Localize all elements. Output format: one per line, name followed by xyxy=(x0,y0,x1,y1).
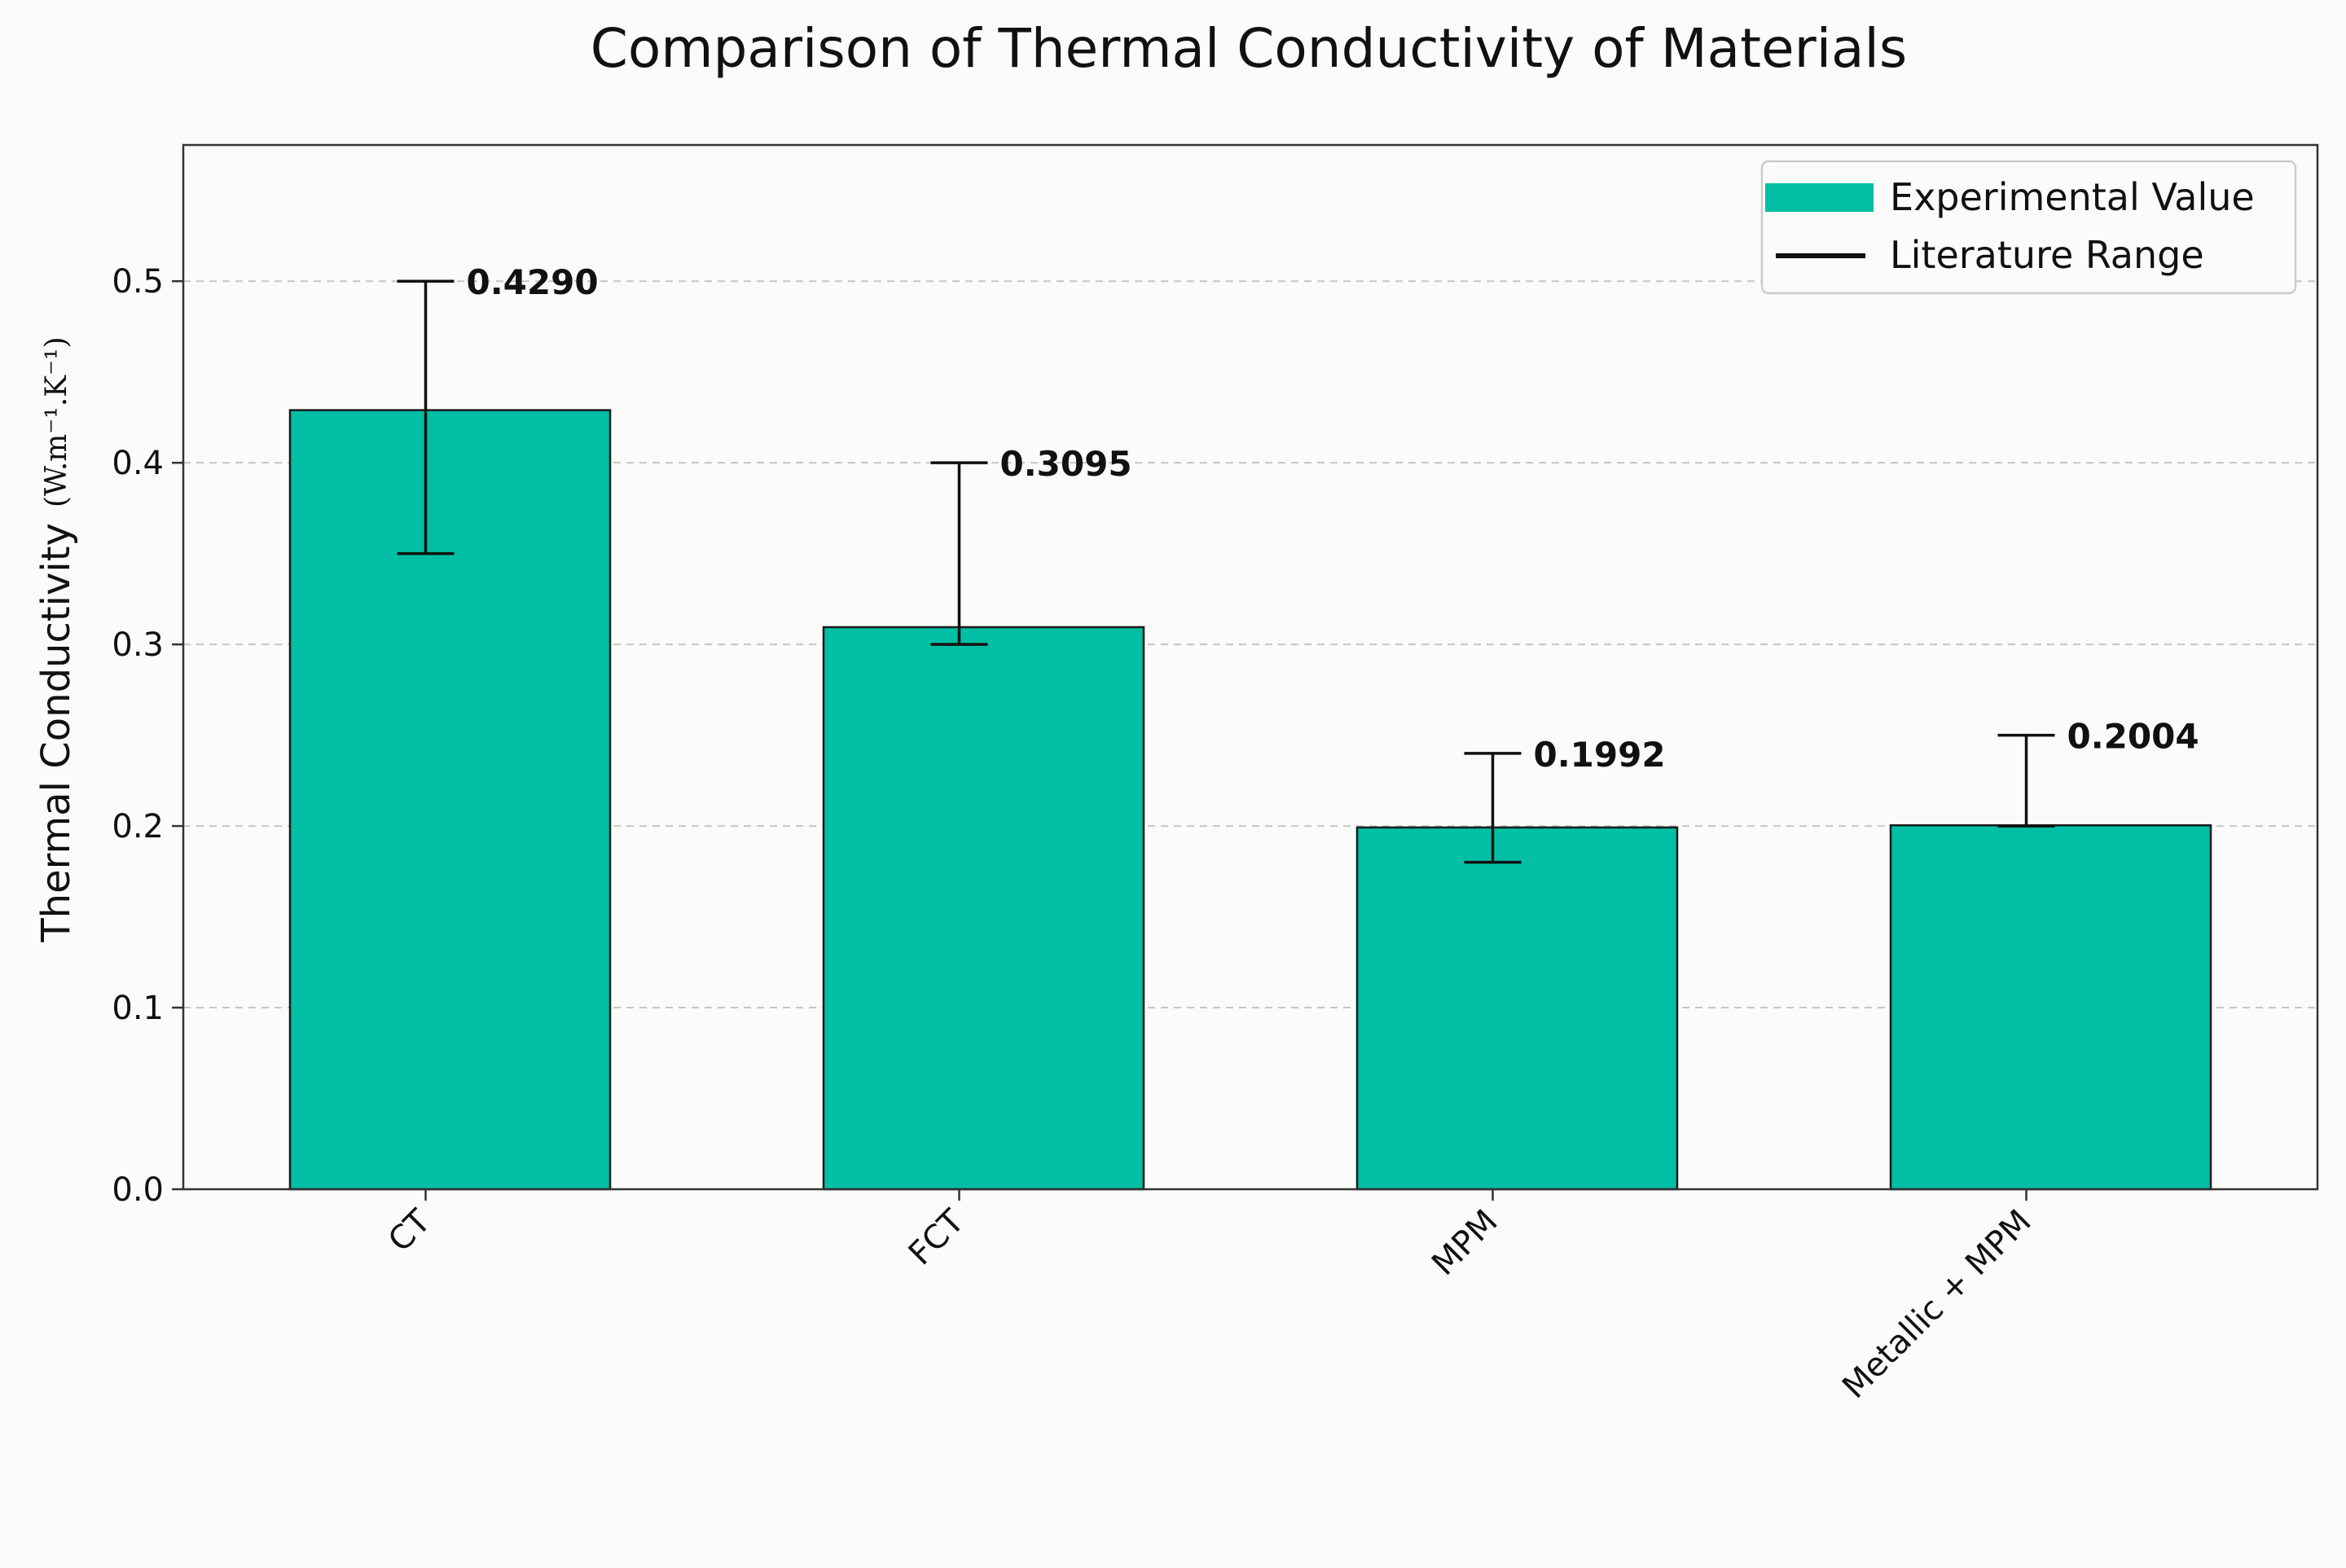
legend-box xyxy=(1760,160,2297,295)
chart-title: Comparison of Thermal Conductivity of Ma… xyxy=(591,17,1907,80)
errorbar-layer xyxy=(397,279,2055,864)
y-tick-label: 0.4 xyxy=(112,445,164,482)
y-tick-label: 0.5 xyxy=(112,263,164,301)
bar xyxy=(822,626,1145,1191)
y-tick-label: 0.2 xyxy=(112,808,164,845)
y-tick-label: 0.0 xyxy=(112,1171,164,1209)
legend-label-literature: Literature Range xyxy=(1890,233,2204,277)
bars-layer xyxy=(288,409,2212,1191)
y-tick-label: 0.3 xyxy=(112,626,164,664)
legend-swatch-experimental xyxy=(1765,183,1874,212)
y-axis-label-text: Thermal Conductivity xyxy=(33,523,79,943)
y-axis: 0.0 0.1 0.2 0.3 0.4 0.5 xyxy=(112,263,183,1209)
value-label: 0.3095 xyxy=(1000,444,1132,484)
value-label: 0.4290 xyxy=(467,262,599,302)
value-label: 0.1992 xyxy=(1534,735,1666,775)
plot-frame xyxy=(182,143,2319,1191)
y-axis-label: Thermal Conductivity (W.m⁻¹.K⁻¹) xyxy=(33,336,79,942)
bar xyxy=(1355,826,1679,1191)
legend-label-experimental: Experimental Value xyxy=(1890,175,2255,219)
value-label: 0.2004 xyxy=(2067,717,2199,757)
y-tick-label: 0.1 xyxy=(112,990,164,1027)
legend: Experimental Value Literature Range xyxy=(1760,160,2297,295)
y-axis-label-unit: (W.m⁻¹.K⁻¹) xyxy=(40,336,73,507)
svg-text:Thermal Conductivity (: Thermal Conductivity (W.m⁻¹.K⁻¹) xyxy=(33,336,79,942)
bar xyxy=(1889,824,2212,1191)
bar xyxy=(288,409,612,1191)
value-labels-layer: 0.4290 0.3095 0.1992 0.2004 xyxy=(467,262,2199,775)
